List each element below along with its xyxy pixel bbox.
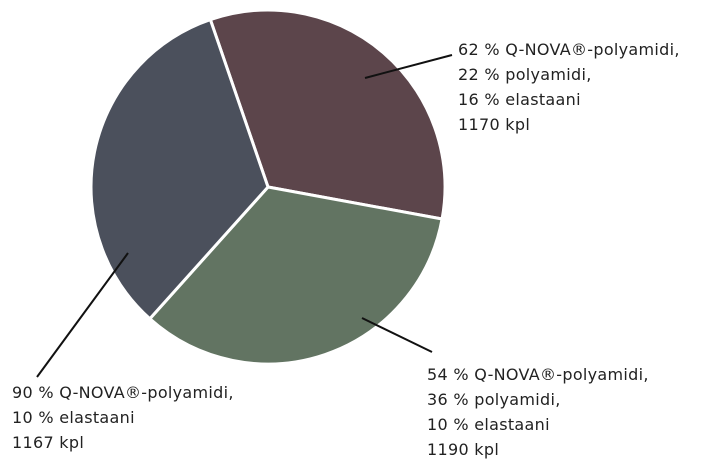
leader-line xyxy=(361,317,433,353)
value-label: 1170 kpl xyxy=(458,115,530,134)
slice-label: 10 % elastaani xyxy=(427,415,550,434)
leader-line xyxy=(36,252,129,378)
slice-label: 22 % polyamidi, xyxy=(458,65,592,84)
slice-label: 54 % Q-NOVA®-polyamidi, xyxy=(427,365,649,384)
leader-line xyxy=(364,54,453,79)
slice-label: 62 % Q-NOVA®-polyamidi, xyxy=(458,40,680,59)
slice-label: 10 % elastaani xyxy=(12,408,135,427)
pie-slice xyxy=(148,185,444,366)
slice-label: 90 % Q-NOVA®-polyamidi, xyxy=(12,383,234,402)
value-label: 1167 kpl xyxy=(12,433,84,452)
pie-slice xyxy=(208,8,447,221)
slice-label: 36 % polyamidi, xyxy=(427,390,561,409)
slice-label: 16 % elastaani xyxy=(458,90,581,109)
value-label: 1190 kpl xyxy=(427,440,499,459)
pie-slice xyxy=(89,18,270,321)
